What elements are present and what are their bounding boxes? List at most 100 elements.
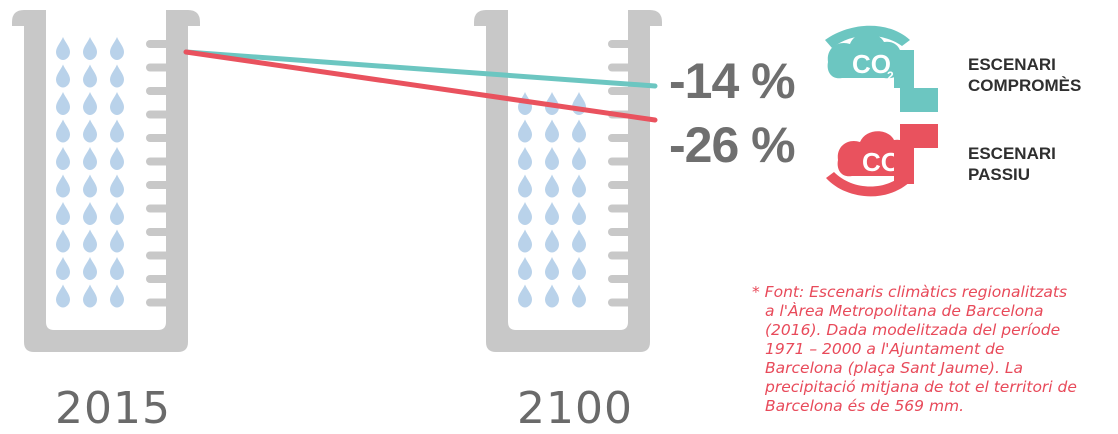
- measure-tick: [146, 63, 174, 72]
- water-drop-icon: [518, 284, 532, 308]
- measure-tick: [608, 204, 636, 213]
- water-drop-icon: [56, 92, 70, 115]
- measure-tick: [608, 181, 636, 189]
- measure-tick: [146, 298, 174, 307]
- beaker-2015: [12, 10, 200, 352]
- water-drop-icon: [83, 174, 97, 198]
- source-note-line: a l'Àrea Metropolitana de Barcelona: [765, 302, 1044, 320]
- arrow-down-icon: [894, 50, 938, 112]
- beaker-body: [12, 10, 200, 352]
- co2-label: CO: [852, 49, 891, 79]
- cloud-co2-icon: CO 2: [825, 25, 910, 83]
- water-drop-icon: [572, 119, 586, 143]
- water-drop-icon: [572, 257, 586, 280]
- water-drop-icon: [110, 92, 124, 115]
- water-drop-icon: [518, 202, 532, 225]
- water-drop-icon: [56, 119, 70, 143]
- water-drop-icon: [110, 257, 124, 280]
- year-label-2100: 2100: [517, 383, 633, 434]
- water-drop-icon: [56, 284, 70, 308]
- water-drop-icon: [83, 284, 97, 308]
- water-drop-icon: [545, 257, 559, 280]
- water-drop-icon: [518, 229, 532, 253]
- source-note-line: Barcelona (plaça Sant Jaume). La: [765, 359, 1023, 377]
- water-drop-icon: [545, 119, 559, 143]
- scenario-label-compromes: ESCENARI COMPROMÈS: [968, 54, 1081, 96]
- percent-passiu: -26 %: [669, 117, 796, 173]
- trend-line-passiu: [183, 49, 658, 123]
- water-drop-icon: [545, 147, 559, 170]
- measure-tick: [608, 40, 636, 48]
- water-drop-icon: [572, 174, 586, 198]
- water-drop-icon: [518, 257, 532, 280]
- measure-tick: [608, 228, 636, 236]
- source-note-line: (2016). Dada modelitzada del període: [765, 321, 1061, 339]
- water-drop-icon: [56, 37, 70, 60]
- measure-tick: [146, 110, 174, 119]
- measure-tick: [146, 275, 174, 283]
- measure-tick: [608, 275, 636, 283]
- year-label-2015: 2015: [55, 383, 171, 434]
- measure-tick: [146, 157, 174, 166]
- measure-tick: [146, 228, 174, 236]
- water-drop-icon: [83, 147, 97, 170]
- water-drop-icon: [56, 174, 70, 198]
- scenario-label-line: COMPROMÈS: [968, 76, 1082, 95]
- water-drop-icon: [110, 174, 124, 198]
- water-drop-icon: [56, 202, 70, 225]
- water-drop-icon: [110, 119, 124, 143]
- scenario-label-passiu: ESCENARI PASSIU: [968, 143, 1056, 185]
- water-drop-icon: [110, 37, 124, 60]
- scenario-label-line: ESCENARI: [968, 55, 1056, 74]
- source-note-line: Barcelona és de 569 mm.: [765, 397, 965, 415]
- source-note-line: 1971 – 2000 a l'Ajuntament de: [765, 340, 1005, 358]
- measure-tick: [608, 251, 636, 260]
- water-drop-icon: [110, 202, 124, 225]
- beaker-2100: [474, 10, 662, 352]
- beaker-body: [474, 10, 662, 352]
- water-drop-icon: [56, 257, 70, 280]
- water-drop-icon: [56, 147, 70, 170]
- water-drop-icon: [110, 229, 124, 253]
- water-drop-icon: [518, 147, 532, 170]
- measure-tick: [146, 87, 174, 95]
- measure-tick: [146, 181, 174, 189]
- water-drop-icon: [545, 174, 559, 198]
- measure-tick: [608, 298, 636, 307]
- water-drop-icon: [572, 284, 586, 308]
- percent-compromes: -14 %: [669, 53, 796, 109]
- water-drop-icon: [518, 119, 532, 143]
- water-drop-icon: [110, 64, 124, 88]
- measure-tick: [146, 204, 174, 213]
- water-drop-icon: [56, 64, 70, 88]
- measure-tick: [146, 134, 174, 142]
- measure-tick: [608, 63, 636, 72]
- measure-tick: [146, 251, 174, 260]
- source-note-line: precipitació mitjana de tot el territori…: [765, 378, 1077, 396]
- water-drop-icon: [572, 229, 586, 253]
- water-drop-icon: [110, 284, 124, 308]
- measure-tick: [608, 157, 636, 166]
- water-drop-icon: [56, 229, 70, 253]
- measure-tick: [608, 87, 636, 95]
- scenario-label-line: ESCENARI: [968, 144, 1056, 163]
- water-drop-icon: [83, 64, 97, 88]
- co2-subscript: 2: [887, 69, 894, 83]
- water-drop-icon: [83, 229, 97, 253]
- water-drop-icon: [545, 229, 559, 253]
- measure-tick: [146, 40, 174, 48]
- water-drop-icon: [518, 174, 532, 198]
- water-drop-icon: [545, 202, 559, 225]
- water-drop-icon: [83, 119, 97, 143]
- water-drop-icon: [572, 202, 586, 225]
- water-drop-icon: [83, 92, 97, 115]
- scenario-label-line: PASSIU: [968, 165, 1031, 184]
- water-drop-icon: [110, 147, 124, 170]
- arrow-up-icon: [894, 124, 938, 184]
- source-note-line: * Font: Escenaris climàtics regionalitza…: [752, 283, 1068, 301]
- water-drop-icon: [83, 37, 97, 60]
- measure-tick: [608, 134, 636, 142]
- trend-line-compromes: [183, 49, 658, 89]
- water-drop-icon: [545, 284, 559, 308]
